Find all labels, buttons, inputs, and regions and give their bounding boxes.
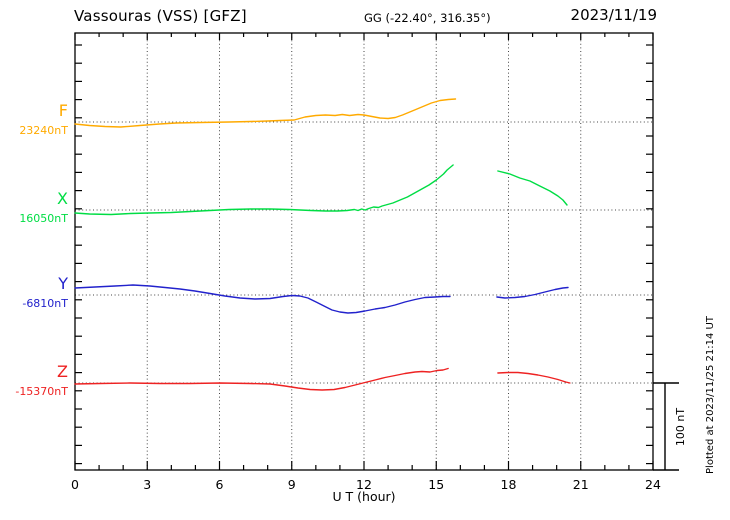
trace-label-Y: Y	[0, 275, 68, 293]
trace-X	[74, 164, 454, 216]
trace-F	[74, 98, 457, 128]
plotted-at-timestamp: Plotted at 2023/11/25 21:14 UT	[705, 316, 716, 474]
x-axis-title: U T (hour)	[332, 489, 396, 504]
geographic-coordinates: GG (-22.40°, 316.35°)	[364, 11, 491, 25]
page-title: Vassouras (VSS) [GFZ]	[74, 7, 247, 25]
observation-date: 2023/11/19	[570, 6, 657, 24]
trace-letter-Z: Z	[57, 362, 68, 381]
trace-Y	[74, 284, 451, 314]
x-tick-label-9: 9	[287, 477, 296, 492]
scale-bar-label: 100 nT	[674, 407, 687, 447]
trace-baseline-value-F: 23240nT	[19, 124, 68, 137]
x-tick-label-18: 18	[500, 477, 517, 492]
trace-letter-X: X	[57, 189, 68, 208]
trace-baseline-value-X: 16050nT	[19, 212, 68, 225]
trace-label-Z: Z	[0, 363, 68, 381]
trace-letter-F: F	[58, 101, 68, 120]
trace-letter-Y: Y	[58, 274, 68, 293]
x-tick-label-12: 12	[356, 477, 372, 492]
trace-baseline-value-Y: -6810nT	[22, 297, 68, 310]
trace-baseline-value-Z: -15370nT	[15, 385, 68, 398]
trace-Y	[496, 286, 569, 299]
x-tick-label-6: 6	[215, 477, 224, 492]
x-tick-label-0: 0	[71, 477, 79, 492]
trace-Z	[74, 367, 449, 391]
x-tick-label-21: 21	[572, 477, 589, 492]
x-tick-label-3: 3	[143, 477, 152, 492]
trace-X	[497, 170, 568, 206]
trace-label-X: X	[0, 190, 68, 208]
x-tick-label-24: 24	[645, 477, 661, 492]
trace-Z	[497, 371, 571, 384]
trace-label-F: F	[0, 102, 68, 120]
x-tick-label-15: 15	[428, 477, 445, 492]
